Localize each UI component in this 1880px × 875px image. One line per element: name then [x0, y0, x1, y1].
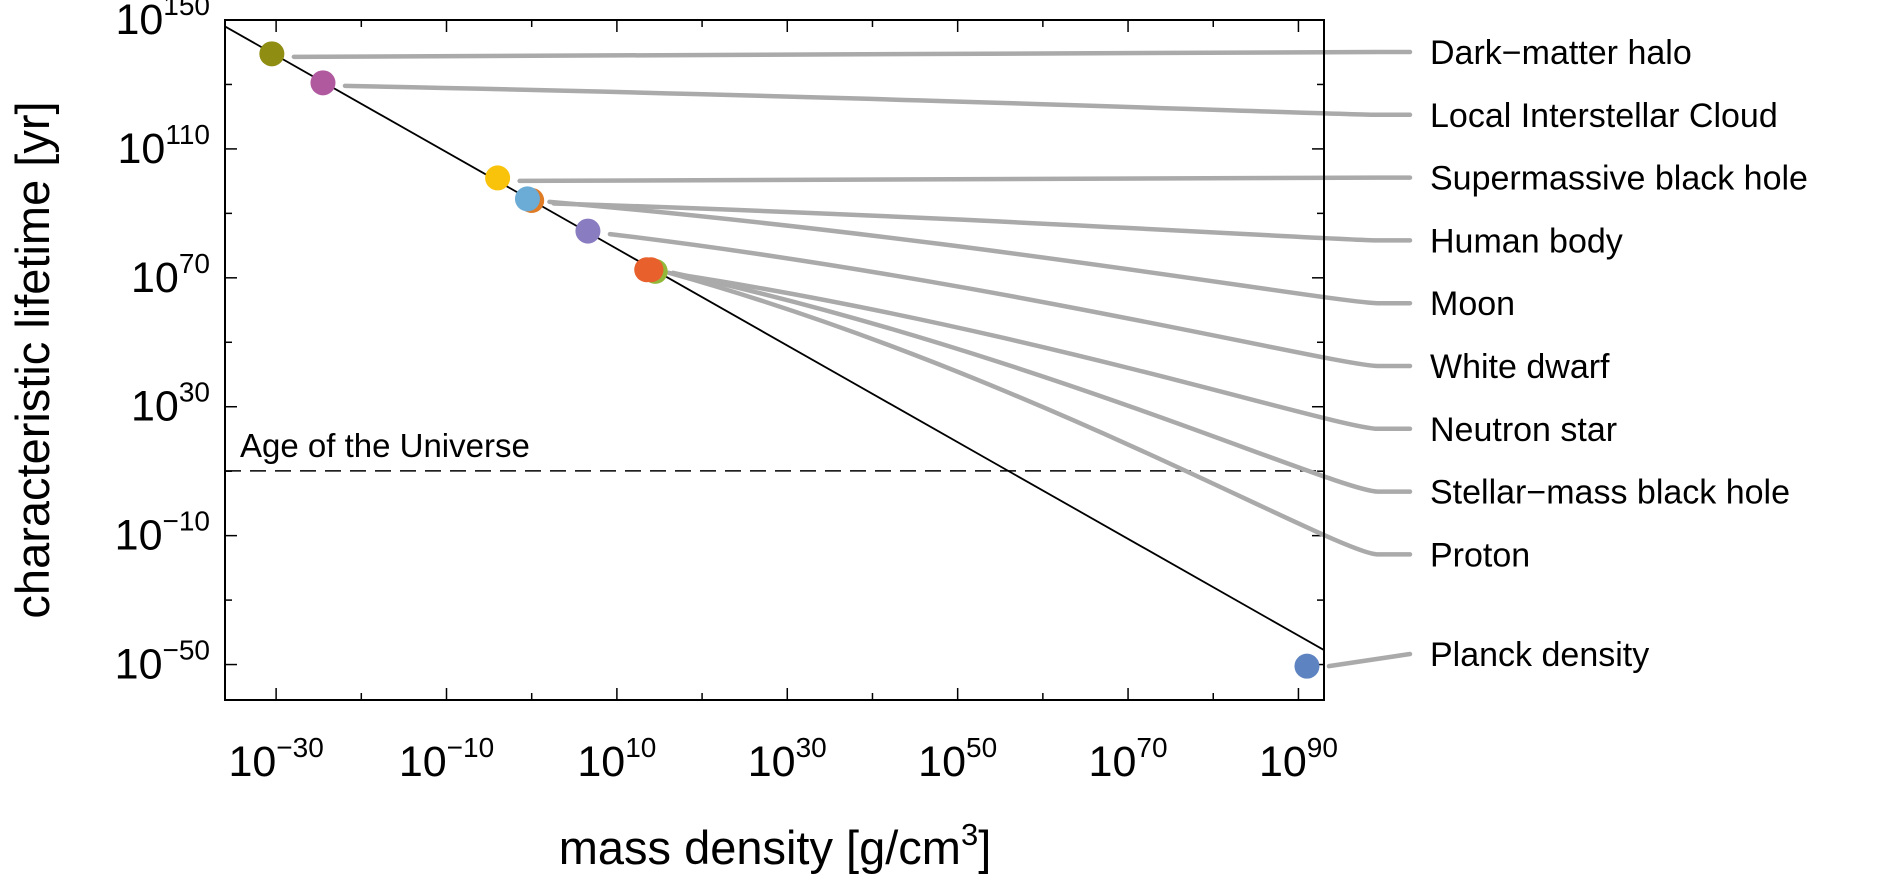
leader-lines [291, 49, 1413, 669]
point-label: Local Interstellar Cloud [1430, 97, 1778, 135]
data-point [575, 218, 601, 244]
x-tick-label: 1030 [748, 732, 827, 786]
x-tick-label: 1010 [577, 732, 656, 786]
leader-line [291, 49, 1413, 60]
x-axis-label-suffix: ] [978, 821, 991, 874]
x-tick-label: 1090 [1259, 732, 1338, 786]
point-label: Human body [1430, 222, 1623, 260]
y-tick-labels: 10−50 10−10 1030 1070 10110 10150 [115, 0, 210, 689]
x-axis-label: mass density [g/cm3] [559, 817, 992, 874]
point-label: Supermassive black hole [1430, 160, 1808, 198]
data-point [259, 41, 285, 67]
x-tick-label: 10−30 [228, 732, 323, 786]
data-point [514, 186, 540, 212]
x-tick-label: 10−10 [399, 732, 494, 786]
point-label: White dwarf [1430, 348, 1610, 386]
data-point [310, 70, 336, 96]
trend-line [225, 25, 1324, 651]
x-axis-label-text: mass density [g/cm [559, 821, 961, 874]
y-tick-label: 10−10 [115, 506, 210, 560]
reference-line-label: Age of the Universe [240, 427, 530, 464]
data-points [259, 41, 1320, 679]
leader-line [551, 201, 1413, 243]
y-axis-label: characteristic lifetime [yr] [6, 101, 59, 618]
leader-line [607, 231, 1413, 369]
leader-line [517, 175, 1413, 184]
leader-line [342, 83, 1413, 118]
x-tick-label: 1070 [1089, 732, 1168, 786]
point-label: Stellar−mass black hole [1430, 474, 1790, 512]
point-label: Proton [1430, 536, 1530, 574]
y-tick-label: 10−50 [115, 635, 210, 689]
leader-line [1326, 651, 1413, 669]
point-label: Planck density [1430, 636, 1649, 674]
point-label: Dark−matter halo [1430, 34, 1692, 72]
tick-marks [225, 19, 1324, 700]
x-axis-label-superscript: 3 [961, 817, 978, 852]
leader-line [666, 270, 1413, 557]
trend-line-group [225, 25, 1324, 651]
leader-line [674, 272, 1413, 432]
x-tick-label: 1050 [918, 732, 997, 786]
data-point [485, 165, 511, 191]
y-tick-label: 10110 [118, 119, 210, 173]
y-tick-label: 1070 [131, 248, 210, 302]
data-point [1294, 653, 1320, 679]
x-tick-labels: 10−30 10−10 1010 1030 1050 1070 1090 [228, 732, 1337, 786]
y-tick-label: 1030 [131, 377, 210, 431]
plot-frame [224, 19, 1325, 701]
data-point [634, 257, 660, 283]
leader-line [547, 199, 1413, 306]
point-label: Neutron star [1430, 411, 1617, 449]
y-tick-label: 10150 [115, 0, 210, 44]
leader-line [670, 270, 1413, 494]
callout-labels: Dark−matter halo Local Interstellar Cloud… [1430, 34, 1808, 674]
point-label: Moon [1430, 285, 1515, 323]
